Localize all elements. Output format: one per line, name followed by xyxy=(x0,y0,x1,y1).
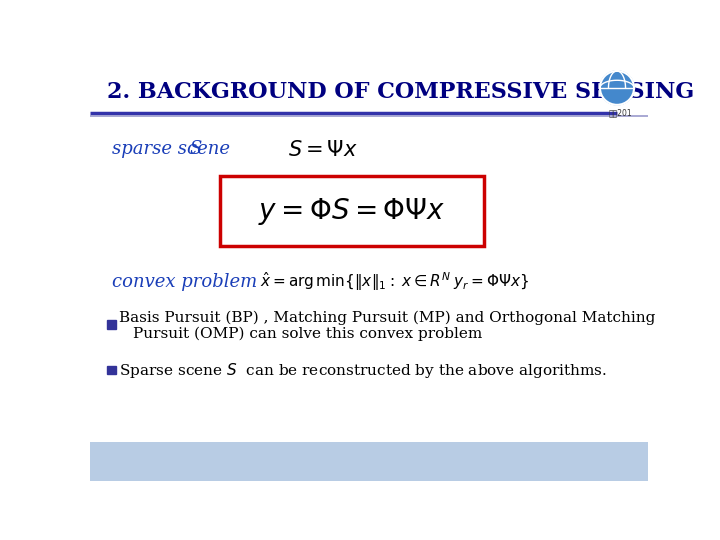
Text: sparse scene: sparse scene xyxy=(112,140,235,159)
Text: Pursuit (OMP) can solve this convex problem: Pursuit (OMP) can solve this convex prob… xyxy=(132,327,482,341)
Text: $y = \Phi S = \Phi \Psi x$: $y = \Phi S = \Phi \Psi x$ xyxy=(258,195,446,227)
Text: Basis Pursuit (BP) , Matching Pursuit (MP) and Orthogonal Matching: Basis Pursuit (BP) , Matching Pursuit (M… xyxy=(119,310,655,325)
Text: S: S xyxy=(189,140,202,159)
Text: 2. BACKGROUND OF COMPRESSIVE SENSING: 2. BACKGROUND OF COMPRESSIVE SENSING xyxy=(107,81,694,103)
Circle shape xyxy=(600,71,634,105)
Text: Sparse scene $\mathit{S}$  can be reconstructed by the above algorithms.: Sparse scene $\mathit{S}$ can be reconst… xyxy=(119,361,607,380)
Text: 北航201: 北航201 xyxy=(609,109,633,118)
Bar xyxy=(107,366,116,374)
Bar xyxy=(90,442,648,481)
Bar xyxy=(220,177,484,246)
Text: $\hat{x} = \arg\min\{\|x\|_1:\; x \in R^N \; y_r{=}\Phi\Psi x\}$: $\hat{x} = \arg\min\{\|x\|_1:\; x \in R^… xyxy=(261,271,530,293)
Bar xyxy=(107,320,116,329)
Text: convex problem: convex problem xyxy=(112,273,257,291)
Text: $S = \Psi x$: $S = \Psi x$ xyxy=(287,139,357,159)
